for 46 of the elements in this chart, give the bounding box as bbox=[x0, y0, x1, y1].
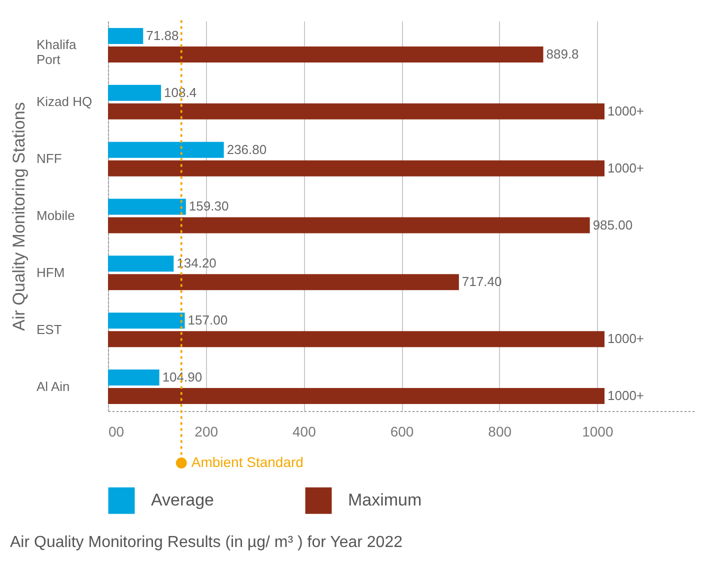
data-label: 236.80 bbox=[226, 142, 267, 157]
bar bbox=[108, 370, 160, 386]
y-tick-label: Kizad HQ bbox=[36, 94, 92, 110]
y-axis-title: Air Quality Monitoring Stations bbox=[10, 102, 28, 331]
bar bbox=[108, 274, 459, 290]
text: Air Quality Monitoring Results (in µg/ m³ ) for Year 2022 bbox=[10, 534, 403, 551]
x-tick-label: 200 bbox=[194, 424, 218, 440]
bar bbox=[108, 256, 174, 272]
y-tick-label: HFM bbox=[36, 264, 65, 280]
data-label: 717.40 bbox=[462, 274, 502, 290]
bar bbox=[108, 28, 144, 44]
y-tick-label: Al Ain bbox=[36, 378, 70, 394]
data-label: 104.90 bbox=[162, 370, 202, 385]
data-label: 157.00 bbox=[188, 312, 228, 328]
bar bbox=[108, 160, 605, 176]
bar bbox=[108, 388, 605, 404]
y-tick-label: EST bbox=[36, 322, 62, 337]
data-label: 71.88 bbox=[146, 28, 179, 43]
ref-line-label: Ambient Standard bbox=[191, 454, 304, 470]
data-label: 134.20 bbox=[176, 256, 216, 271]
data-label: 1000+ bbox=[608, 388, 644, 404]
bar bbox=[108, 46, 544, 62]
data-label: 889.8 bbox=[546, 46, 579, 62]
x-tick-label: 400 bbox=[292, 424, 316, 440]
y-tick-label: Khalifa Port bbox=[36, 37, 78, 68]
x-tick-label: 600 bbox=[390, 424, 414, 440]
data-label: 985.00 bbox=[592, 217, 633, 232]
data-label: 1000+ bbox=[608, 103, 644, 118]
data-label: 1000+ bbox=[608, 160, 644, 176]
x-tick-label: 800 bbox=[488, 424, 512, 440]
bar bbox=[108, 331, 605, 348]
legend-label: Maximum bbox=[348, 490, 422, 510]
data-label: 1000+ bbox=[608, 331, 644, 346]
bar bbox=[108, 198, 186, 215]
bar bbox=[108, 312, 185, 329]
bar bbox=[108, 217, 590, 234]
data-label: 108.4 bbox=[164, 84, 197, 100]
legend-label: Average bbox=[151, 490, 214, 510]
y-tick-label: NFF bbox=[36, 151, 62, 166]
data-label: 159.30 bbox=[188, 198, 229, 214]
y-tick-label: Mobile bbox=[36, 208, 75, 223]
bar bbox=[108, 142, 224, 158]
x-tick-label: 00 bbox=[108, 424, 124, 440]
bar bbox=[108, 84, 162, 101]
x-tick-label: 1000 bbox=[582, 424, 614, 440]
bar bbox=[108, 103, 605, 120]
